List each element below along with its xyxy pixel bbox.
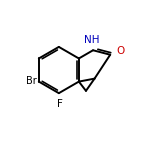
Text: O: O — [116, 47, 125, 56]
Text: Br: Br — [26, 76, 37, 86]
Text: NH: NH — [84, 35, 99, 45]
Text: F: F — [57, 99, 62, 109]
